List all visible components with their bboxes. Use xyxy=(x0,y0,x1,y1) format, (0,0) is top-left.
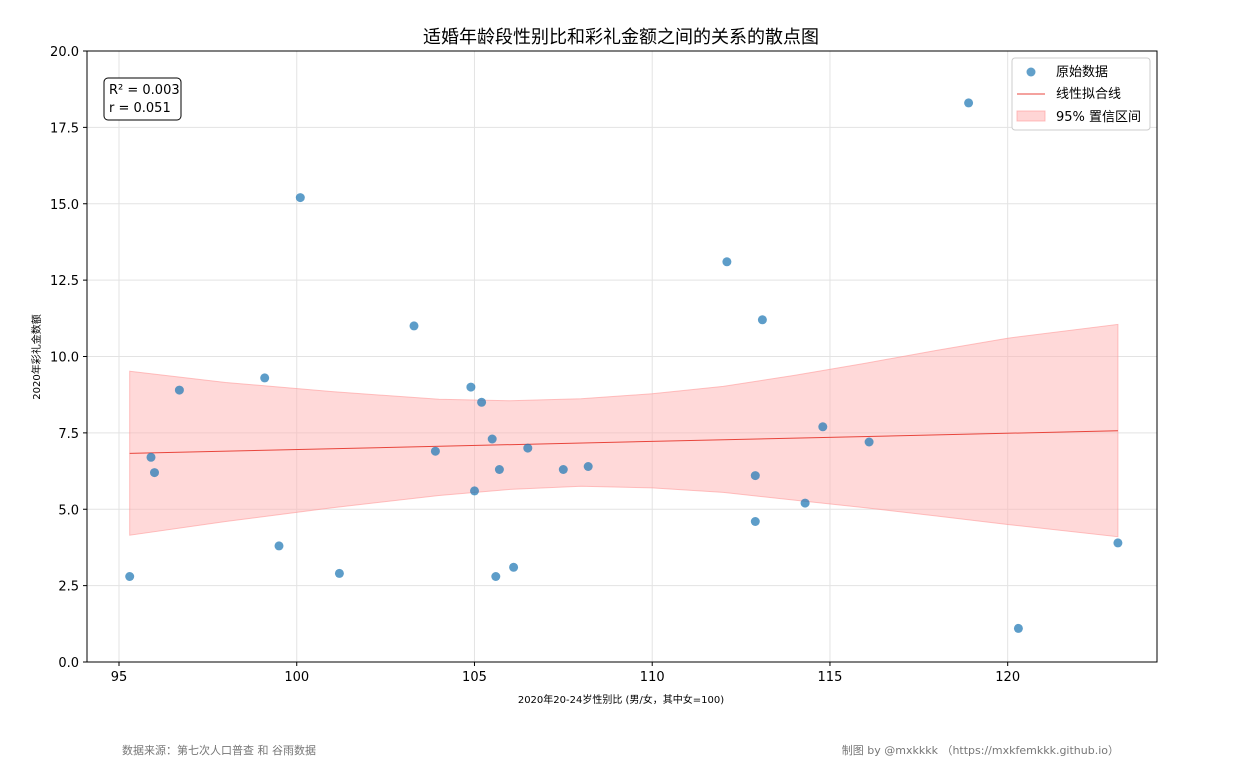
fit-line-layer xyxy=(129,430,1118,454)
legend-band-label: 95% 置信区间 xyxy=(1056,110,1141,125)
data-point xyxy=(174,385,184,395)
y-tick-label: 12.5 xyxy=(50,274,79,289)
data-point xyxy=(409,321,419,331)
data-point xyxy=(750,471,760,481)
fit-line xyxy=(129,430,1118,454)
y-tick-label: 0.0 xyxy=(58,656,79,671)
y-axis-ticks: 0.0 2.5 5.0 7.5 10.0 12.5 15.0 17.5 20.0 xyxy=(50,45,87,671)
author-credit: 制图 by @mxkkkk （https://mxkfemkkk.github.… xyxy=(841,744,1119,757)
data-point xyxy=(125,572,135,581)
legend-fit-label: 线性拟合线 xyxy=(1056,87,1121,102)
data-point xyxy=(583,462,593,471)
y-tick-label: 10.0 xyxy=(50,351,79,366)
data-point xyxy=(864,437,874,447)
data-source-note: 数据来源：第七次人口普查 和 谷雨数据 xyxy=(122,744,316,757)
data-point xyxy=(491,572,501,581)
data-point xyxy=(274,541,284,551)
data-point xyxy=(260,373,270,383)
legend-band-marker xyxy=(1016,110,1046,122)
y-tick-label: 17.5 xyxy=(50,121,79,136)
data-points xyxy=(125,98,1123,633)
data-point xyxy=(818,422,828,432)
stats-annotation: R² = 0.003 r = 0.051 xyxy=(103,77,182,121)
y-tick-label: 7.5 xyxy=(58,427,79,442)
y-tick-label: 2.5 xyxy=(58,580,79,595)
x-tick-label: 105 xyxy=(462,670,487,685)
x-tick-label: 120 xyxy=(995,670,1020,685)
data-point xyxy=(150,468,159,478)
y-tick-label: 15.0 xyxy=(50,198,79,213)
y-tick-label: 5.0 xyxy=(58,503,79,518)
data-point xyxy=(722,257,732,267)
confidence-band xyxy=(129,323,1119,538)
x-axis-label: 2020年20-24岁性别比 (男/女，其中女=100) xyxy=(518,693,724,706)
x-axis-ticks: 95 100 105 110 115 120 xyxy=(111,662,1020,685)
r-squared-text: R² = 0.003 xyxy=(109,83,180,98)
legend: 原始数据 线性拟合线 95% 置信区间 xyxy=(1011,57,1151,131)
legend-points-label: 原始数据 xyxy=(1056,65,1108,80)
y-axis-label: 2020年彩礼金数额 xyxy=(30,314,43,399)
data-point xyxy=(466,382,476,392)
x-tick-label: 100 xyxy=(284,670,309,685)
data-point xyxy=(558,465,568,474)
data-point xyxy=(477,397,487,407)
data-point xyxy=(470,486,479,496)
data-point xyxy=(334,568,344,578)
x-tick-label: 95 xyxy=(111,670,128,685)
data-point xyxy=(757,315,767,325)
x-tick-label: 110 xyxy=(640,670,665,685)
data-point xyxy=(1013,623,1023,633)
data-point xyxy=(523,443,533,453)
data-point xyxy=(146,452,156,462)
confidence-band-layer xyxy=(129,323,1119,538)
legend-points-marker xyxy=(1026,67,1036,77)
x-tick-label: 115 xyxy=(818,670,843,685)
data-point xyxy=(750,517,760,526)
data-point xyxy=(1113,538,1123,548)
data-point xyxy=(800,498,810,508)
data-point xyxy=(509,562,519,572)
data-point xyxy=(430,446,440,456)
data-point xyxy=(487,434,497,444)
data-point xyxy=(494,465,504,474)
y-tick-label: 20.0 xyxy=(50,45,79,60)
data-point xyxy=(295,193,305,203)
chart-title: 适婚年龄段性别比和彩礼金额之间的关系的散点图 xyxy=(423,27,819,48)
r-text: r = 0.051 xyxy=(109,101,171,116)
data-point xyxy=(964,98,974,108)
